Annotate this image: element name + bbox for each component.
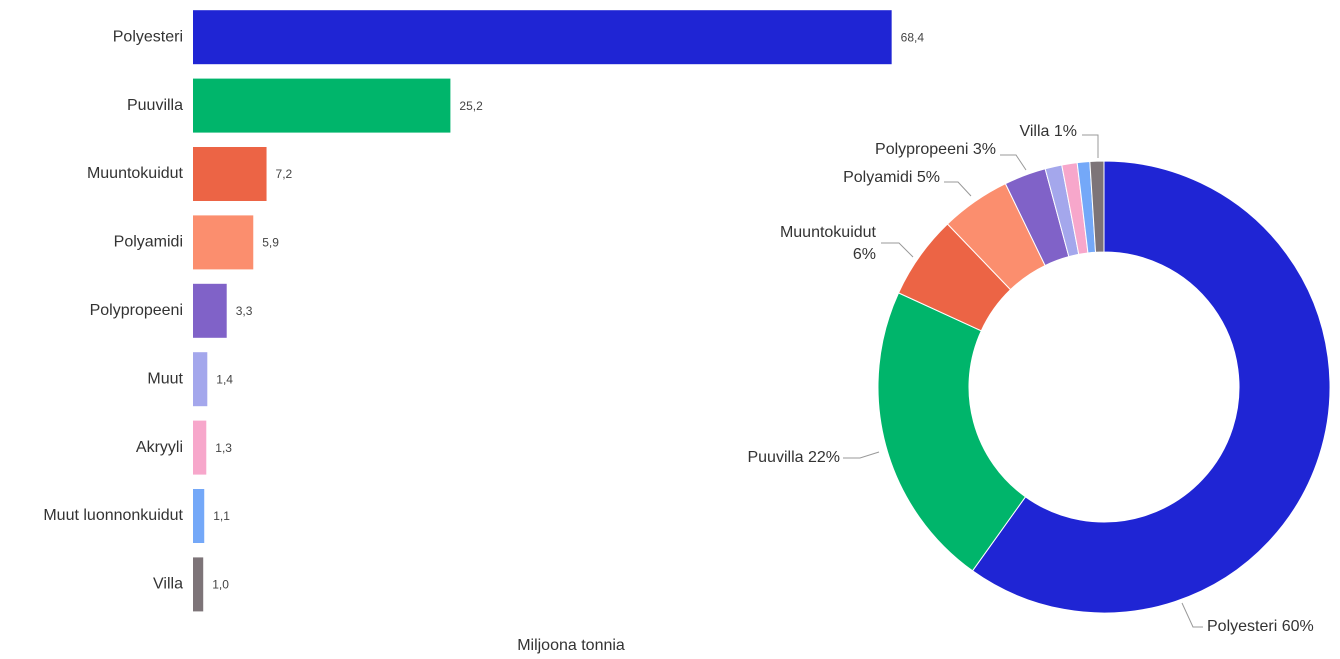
leader-line bbox=[1181, 602, 1203, 628]
bar bbox=[193, 420, 207, 475]
category-label: Puuvilla bbox=[127, 97, 183, 114]
value-label: 25,2 bbox=[459, 99, 483, 113]
value-label: 7,2 bbox=[276, 167, 293, 181]
donut-slice bbox=[877, 292, 1027, 572]
category-label: Polyamidi bbox=[114, 234, 183, 251]
leader-line bbox=[843, 451, 880, 459]
slice-name: Polyesteri bbox=[1207, 618, 1277, 635]
slice-value-label: 60% bbox=[1282, 618, 1314, 635]
slice-label: Puuvilla 22% bbox=[747, 449, 840, 466]
value-label: 1,4 bbox=[216, 372, 233, 386]
value-label: 1,1 bbox=[213, 509, 230, 523]
slice-label: Muuntokuidut bbox=[780, 224, 877, 241]
slice-label: Polyesteri 60% bbox=[1207, 618, 1314, 635]
leader-line bbox=[1000, 154, 1027, 171]
value-label: 3,3 bbox=[236, 304, 253, 318]
donut-slice bbox=[1089, 160, 1105, 253]
slice-name: Villa bbox=[1019, 123, 1049, 140]
slice-value-label: 6% bbox=[853, 246, 876, 263]
bar bbox=[193, 78, 451, 133]
category-label: Polypropeeni bbox=[90, 302, 183, 319]
bar bbox=[193, 283, 227, 338]
category-label: Muut bbox=[147, 370, 183, 387]
bar bbox=[193, 557, 204, 612]
category-label: Muut luonnonkuidut bbox=[43, 507, 183, 524]
category-label: Muuntokuidut bbox=[87, 165, 184, 182]
slice-name: Polypropeeni bbox=[875, 141, 968, 158]
leader-line bbox=[1082, 134, 1099, 158]
donut-slice bbox=[971, 160, 1331, 614]
slice-name: Puuvilla bbox=[747, 449, 803, 466]
value-label: 68,4 bbox=[901, 30, 925, 44]
category-label: Villa bbox=[153, 576, 183, 593]
leader-line bbox=[881, 242, 914, 258]
bar bbox=[193, 10, 892, 65]
leader-line bbox=[944, 181, 972, 197]
slice-value-label: 22% bbox=[808, 449, 840, 466]
x-axis-label: Miljoona tonnia bbox=[517, 637, 625, 654]
slice-value-label: 1% bbox=[1054, 123, 1077, 140]
value-label: 1,0 bbox=[212, 578, 229, 592]
slice-name: Polyamidi bbox=[843, 169, 912, 186]
slice-value-label: 3% bbox=[973, 141, 996, 158]
bar bbox=[193, 215, 254, 270]
slice-label: Polypropeeni 3% bbox=[875, 141, 996, 158]
slice-label: Polyamidi 5% bbox=[843, 169, 940, 186]
value-label: 5,9 bbox=[262, 236, 279, 250]
bar bbox=[193, 352, 208, 407]
slice-label: Villa 1% bbox=[1019, 123, 1077, 140]
category-label: Akryyli bbox=[136, 439, 183, 456]
bar bbox=[193, 147, 267, 201]
category-label: Polyesteri bbox=[113, 28, 183, 45]
value-label: 1,3 bbox=[215, 441, 232, 455]
slice-value-label: 5% bbox=[917, 169, 940, 186]
bar bbox=[193, 489, 205, 543]
